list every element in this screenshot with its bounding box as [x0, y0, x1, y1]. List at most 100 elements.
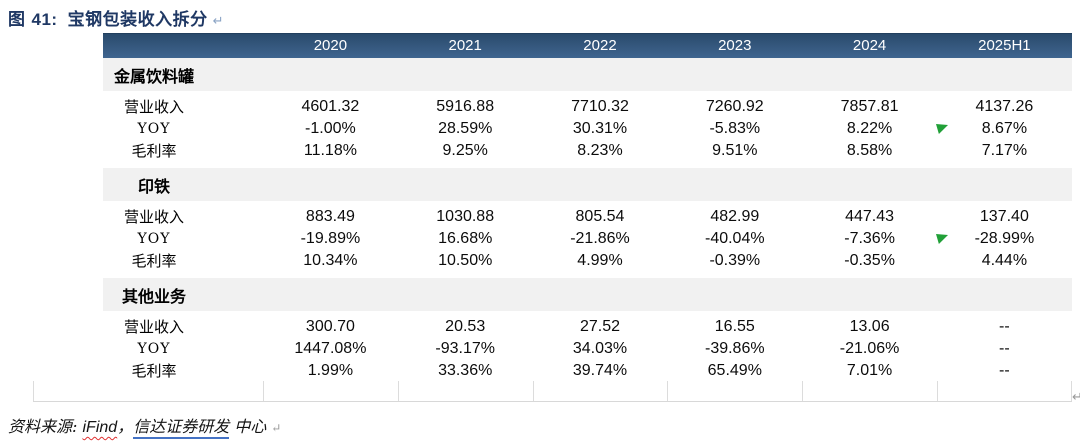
table-cell: -21.86%: [570, 230, 630, 247]
table-cell: 16.68%: [438, 230, 493, 247]
table-cell: 4137.26: [975, 98, 1034, 115]
table-row: YOY 1447.08% -93.17% 34.03% -39.86% -21.06% --: [103, 338, 1072, 360]
table-cell: 5916.88: [436, 98, 495, 115]
empty-grid-row: [33, 381, 1072, 402]
table-cell: 7260.92: [705, 98, 764, 115]
table-cell: 33.36%: [438, 362, 493, 379]
excel-flag-icon: [936, 234, 948, 244]
table-cell: -28.99%: [974, 230, 1035, 247]
table-cell: 39.74%: [572, 362, 628, 379]
figure-title-text: 宝钢包装收入拆分: [67, 10, 208, 29]
table-row: YOY -19.89% 16.68% -21.86% -40.04% -7.36% -28.…: [103, 228, 1072, 250]
table-cell: 8.23%: [577, 142, 623, 159]
figure-caption: 图 41: 宝钢包装收入拆分 ↵: [8, 5, 224, 30]
section-rows: 营业收入 300.70 20.53 27.52 16.55 13.06 -- YOY 1447.…: [103, 311, 1072, 388]
header-spacer-cell: [103, 34, 263, 58]
table-cell: 447.43: [845, 208, 895, 225]
table-cell: -5.83%: [709, 120, 761, 137]
source-suffix: 中心: [229, 417, 267, 436]
row-label: YOY: [137, 121, 171, 137]
table-cell: 883.49: [305, 208, 355, 225]
row-label: 毛利率: [131, 252, 177, 270]
section-band: 其他业务: [103, 278, 1072, 311]
section-band-label: 其他业务: [121, 286, 186, 306]
table-row: 毛利率 1.99% 33.36% 39.74% 65.49% 7.01% --: [103, 360, 1072, 382]
section-band-label: 金属饮料罐: [113, 66, 194, 86]
table-cell: 11.18%: [303, 142, 357, 159]
table-cell: 13.06: [849, 318, 890, 335]
table-cell: 7.01%: [846, 362, 893, 379]
table-cell: 137.40: [979, 208, 1029, 225]
return-mark-icon: ↵: [212, 13, 224, 28]
table-cell: 30.31%: [572, 120, 628, 137]
table-cell: 805.54: [575, 208, 625, 225]
table-cell: 1447.08%: [294, 340, 367, 357]
table-cell: 27.52: [579, 318, 621, 335]
source-label: 资料来源:: [8, 417, 83, 436]
table-row: 营业收入 883.49 1030.88 805.54 482.99 447.43 137.4…: [103, 206, 1072, 228]
table-cell: -21.06%: [839, 340, 900, 357]
table-cell: 1030.88: [436, 208, 495, 225]
row-label: 毛利率: [131, 362, 177, 380]
table-cell: 1.99%: [307, 362, 354, 379]
table-cell: -19.89%: [300, 230, 361, 247]
revenue-breakdown-table: 2020 2021 2022 2023 2024 2025H1 金属饮料罐 营业收入 4601…: [103, 33, 1072, 388]
table-body: 金属饮料罐营业收入 4601.32 5916.88 7710.32 7260.92 785…: [103, 58, 1072, 388]
table-cell: --: [999, 318, 1010, 335]
table-cell: 8.67%: [981, 120, 1028, 137]
table-cell: -0.35%: [844, 252, 895, 269]
table-cell: -0.39%: [709, 252, 761, 269]
table-cell: -40.04%: [704, 230, 765, 247]
source-ifind: iFind: [82, 419, 118, 436]
section-band-label: 印铁: [137, 176, 170, 196]
row-label: 营业收入: [123, 208, 184, 226]
table-cell: 9.25%: [442, 142, 488, 159]
grid-cell: [667, 381, 802, 401]
grid-cell: [936, 381, 1072, 401]
source-separator: ，: [117, 417, 134, 436]
table-cell: 482.99: [710, 208, 760, 225]
grid-cell: [397, 381, 533, 401]
grid-cell: [33, 381, 263, 401]
table-cell: 8.58%: [846, 142, 893, 159]
row-label: 营业收入: [123, 318, 184, 336]
table-row: YOY -1.00% 28.59% 30.31% -5.83% 8.22% 8.67%: [103, 118, 1072, 140]
grid-cell: [802, 381, 937, 401]
year-header-cell: 2022: [583, 37, 617, 54]
table-cell: 4601.32: [301, 98, 360, 115]
section-rows: 营业收入 4601.32 5916.88 7710.32 7260.92 7857.81 4…: [103, 91, 1072, 168]
year-header-cell: 2023: [718, 37, 752, 54]
section-band: 金属饮料罐: [103, 58, 1072, 91]
table-cell: 7.17%: [981, 142, 1028, 159]
table-cell: 300.70: [305, 318, 355, 335]
table-cell: 34.03%: [572, 340, 628, 357]
return-mark-icon: ↵: [1072, 389, 1080, 404]
table-cell: 4.44%: [981, 252, 1028, 269]
return-mark-icon: ↵: [271, 421, 282, 435]
table-cell: -7.36%: [844, 230, 895, 247]
table-cell: 7710.32: [571, 98, 629, 115]
section-band: 印铁: [103, 168, 1072, 201]
table-row: 毛利率 11.18% 9.25% 8.23% 9.51% 8.58% 7.17%: [103, 140, 1072, 162]
grid-cell: [263, 381, 398, 401]
table-cell: 7857.81: [840, 98, 899, 115]
year-header-row: 2020 2021 2022 2023 2024 2025H1: [103, 33, 1072, 58]
table-cell: --: [999, 340, 1010, 357]
figure-label: 图: [8, 10, 26, 29]
table-cell: -39.86%: [704, 340, 765, 357]
row-label: YOY: [137, 231, 171, 247]
year-header-cell: 2025H1: [978, 37, 1031, 54]
table-cell: 10.34%: [303, 252, 358, 269]
table-cell: 9.51%: [712, 142, 758, 159]
source-org-link[interactable]: 信达证券研发: [133, 417, 230, 439]
row-label: 毛利率: [131, 142, 177, 160]
row-label: 营业收入: [123, 98, 184, 116]
year-header-cell: 2024: [852, 37, 887, 54]
table-row: 营业收入 300.70 20.53 27.52 16.55 13.06 --: [103, 316, 1072, 338]
table-cell: 20.53: [445, 318, 486, 335]
table-cell: 4.99%: [577, 252, 623, 269]
table-cell: 10.50%: [438, 252, 493, 269]
source-line: 资料来源: iFind，信达证券研发 中心 ↵: [8, 413, 282, 439]
table-row: 营业收入 4601.32 5916.88 7710.32 7260.92 7857.81 4…: [103, 96, 1072, 118]
table-cell: 65.49%: [707, 362, 762, 379]
